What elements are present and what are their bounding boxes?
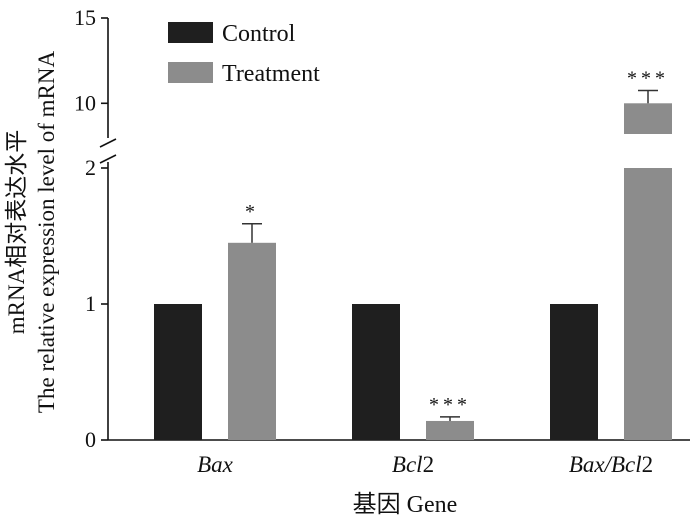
- x-tick-label: Bax: [197, 452, 234, 477]
- bar-treatment: [228, 242, 276, 440]
- bar-control: [154, 304, 202, 440]
- bar-treatment: [426, 420, 474, 440]
- legend: Control Treatment: [168, 21, 320, 87]
- legend-label-treatment: Treatment: [222, 61, 320, 87]
- axis-break-mark: [99, 138, 117, 148]
- x-tick-label-italic-part: Bax/Bcl: [569, 452, 642, 477]
- y-tick-label: 1: [85, 291, 96, 316]
- bar-treatment-upper: [624, 103, 672, 134]
- legend-swatch-treatment: [168, 62, 213, 83]
- x-tick-label-plain-part: 2: [423, 452, 435, 477]
- significance-label: *: [245, 201, 259, 223]
- x-tick-label-italic-part: Bcl: [392, 452, 423, 477]
- y-axis-label-chinese: mRNA相对表达水平: [4, 130, 29, 334]
- bars: *******: [154, 68, 672, 440]
- x-axis-label: 基因 Gene: [353, 491, 458, 518]
- x-tick-label-italic-part: Bax: [197, 452, 234, 477]
- significance-label: ***: [627, 68, 669, 90]
- bar-treatment-lower: [624, 168, 672, 440]
- y-tick-label: 15: [74, 5, 96, 30]
- bar-control: [550, 304, 598, 440]
- legend-swatch-control: [168, 22, 213, 43]
- y-tick-label: 0: [85, 427, 96, 452]
- y-tick-label: 2: [85, 155, 96, 180]
- legend-label-control: Control: [222, 21, 296, 47]
- significance-label: ***: [429, 394, 471, 416]
- x-tick-label: Bcl2: [392, 452, 434, 477]
- x-tick-label: Bax/Bcl2: [569, 452, 653, 477]
- x-tick-label-plain-part: 2: [642, 452, 654, 477]
- y-axis-label-english: The relative expression level of mRNA: [34, 51, 59, 414]
- axis-break-mark: [99, 154, 117, 164]
- y-tick-label: 10: [74, 90, 96, 115]
- bar-control: [352, 304, 400, 440]
